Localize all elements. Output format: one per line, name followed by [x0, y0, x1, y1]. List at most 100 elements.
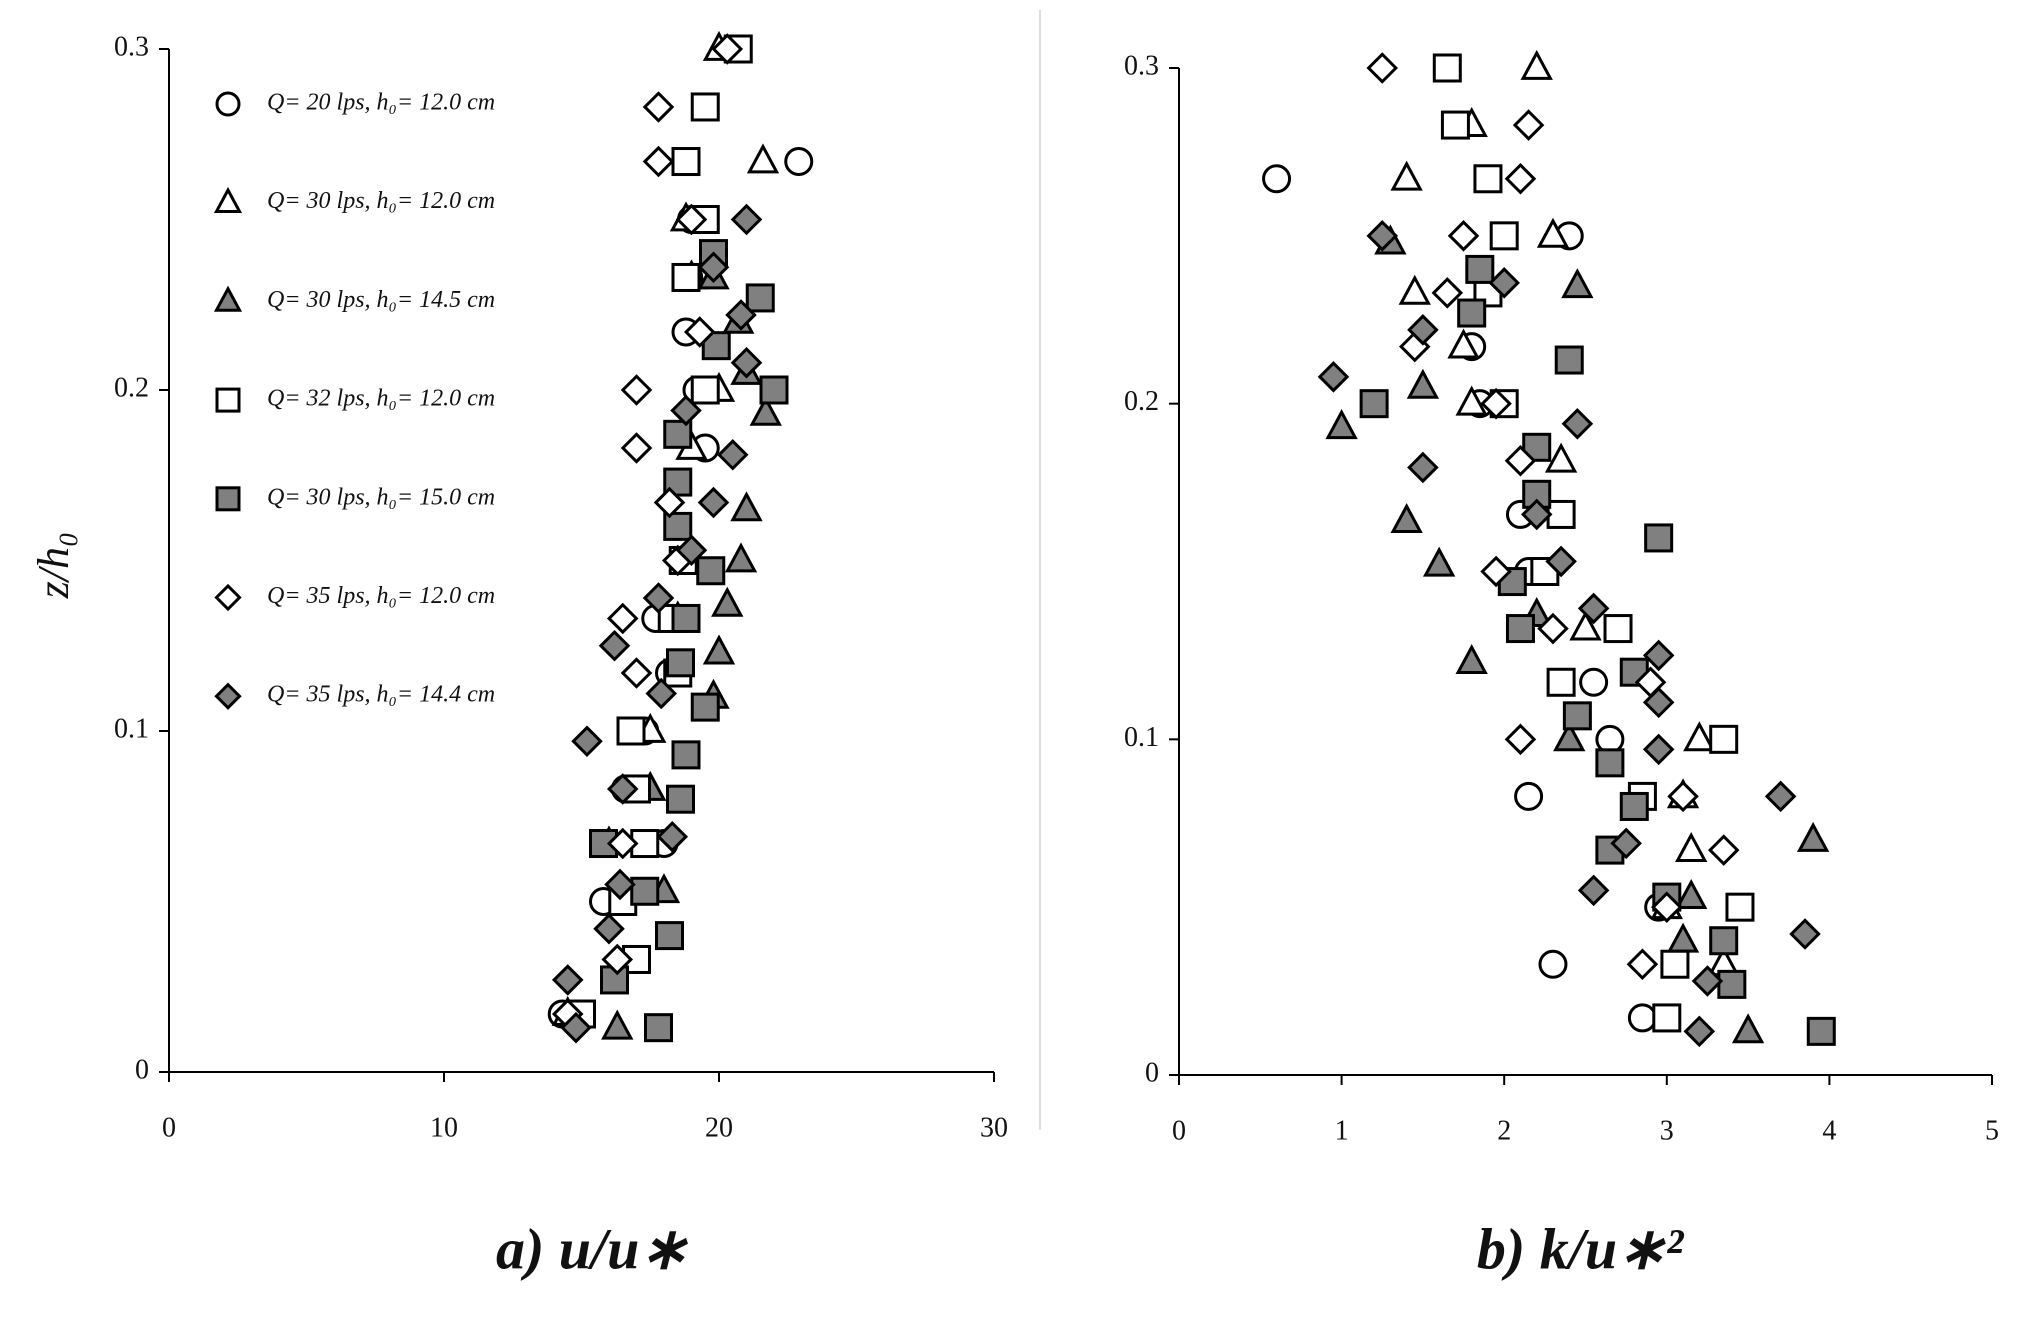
marker	[666, 784, 695, 814]
marker	[671, 147, 701, 177]
marker	[1554, 345, 1584, 375]
marker	[697, 251, 730, 284]
y-tick-label: 0.1	[1124, 722, 1159, 753]
marker	[1683, 1015, 1716, 1048]
marker	[1764, 780, 1797, 813]
marker	[1691, 965, 1724, 997]
x-tick-label: 3	[1660, 1115, 1674, 1146]
marker	[1317, 361, 1350, 393]
legend-label: Q= 30 lps, h₀= 14.5 cm	[267, 287, 495, 313]
marker	[1457, 298, 1487, 328]
marker	[551, 964, 584, 996]
caption: a) u/u∗	[496, 1216, 688, 1281]
marker	[724, 542, 758, 573]
marker	[1465, 254, 1495, 284]
marker	[1440, 110, 1470, 140]
marker	[1627, 1003, 1657, 1033]
marker	[1504, 444, 1537, 477]
marker	[1545, 545, 1577, 578]
legend-label: Q= 30 lps, h₀= 15.0 cm	[267, 484, 495, 510]
marker	[690, 692, 720, 722]
caption: b) k/u∗²	[1477, 1216, 1685, 1281]
marker	[1538, 949, 1568, 979]
marker	[1390, 160, 1423, 191]
marker	[730, 203, 763, 236]
legend-label: Q= 35 lps, h₀= 14.4 cm	[267, 682, 495, 708]
marker	[671, 262, 701, 292]
x-tick-label: 30	[980, 1112, 1008, 1143]
marker	[1626, 948, 1659, 981]
marker	[1359, 389, 1389, 419]
marker	[1504, 162, 1537, 195]
marker	[1579, 667, 1609, 697]
marker	[571, 725, 603, 758]
marker	[1642, 639, 1675, 672]
legend-marker	[214, 682, 242, 710]
marker	[1366, 52, 1399, 84]
marker	[1652, 1003, 1682, 1033]
marker	[759, 375, 789, 405]
marker	[1806, 1016, 1836, 1046]
marker	[1717, 969, 1747, 999]
y-axis-label: z/h₀	[29, 532, 78, 600]
marker	[1544, 442, 1578, 473]
marker	[1731, 1013, 1765, 1044]
x-tick-label: 0	[1172, 1115, 1186, 1146]
marker	[1561, 408, 1594, 440]
marker	[666, 648, 695, 678]
marker	[620, 432, 653, 464]
y-tick-label: 0.1	[114, 713, 149, 744]
marker	[1644, 523, 1674, 553]
x-tick-label: 5	[1985, 1115, 1999, 1146]
y-tick-label: 0.2	[1124, 386, 1159, 417]
y-tick-label: 0	[1145, 1057, 1159, 1088]
marker	[746, 143, 780, 174]
marker	[604, 868, 636, 901]
marker	[1577, 592, 1610, 625]
marker	[642, 91, 675, 123]
marker	[1577, 874, 1610, 907]
marker	[1553, 721, 1586, 752]
marker	[1660, 949, 1690, 979]
marker	[655, 921, 684, 951]
marker	[1642, 733, 1675, 766]
marker	[1473, 164, 1503, 194]
marker	[1447, 328, 1480, 359]
legend-marker	[213, 285, 243, 312]
marker	[1725, 892, 1755, 922]
marker	[1537, 612, 1569, 645]
x-tick-label: 1	[1335, 1115, 1349, 1146]
marker	[1561, 268, 1594, 299]
marker	[620, 374, 653, 406]
marker	[1520, 49, 1553, 80]
marker	[697, 486, 730, 519]
marker	[630, 876, 660, 906]
marker	[670, 394, 702, 427]
marker	[696, 556, 726, 586]
marker	[644, 1013, 673, 1043]
marker	[730, 491, 763, 522]
marker	[1675, 831, 1708, 863]
marker	[1504, 723, 1537, 756]
marker	[1480, 387, 1512, 420]
marker	[1505, 614, 1535, 644]
marker	[1709, 926, 1739, 956]
x-tick-label: 20	[705, 1112, 733, 1143]
marker	[645, 677, 678, 710]
marker	[601, 943, 634, 976]
marker	[1595, 748, 1625, 778]
y-tick-label: 0	[135, 1054, 149, 1085]
marker	[642, 145, 675, 178]
marker	[1569, 610, 1602, 641]
marker	[1480, 555, 1512, 588]
legend-marker	[213, 186, 243, 213]
marker	[1675, 878, 1708, 909]
legend-marker	[214, 583, 242, 612]
marker	[1546, 667, 1576, 697]
marker	[560, 1011, 592, 1044]
marker	[1562, 701, 1592, 731]
marker	[620, 657, 653, 689]
marker	[1796, 821, 1830, 852]
